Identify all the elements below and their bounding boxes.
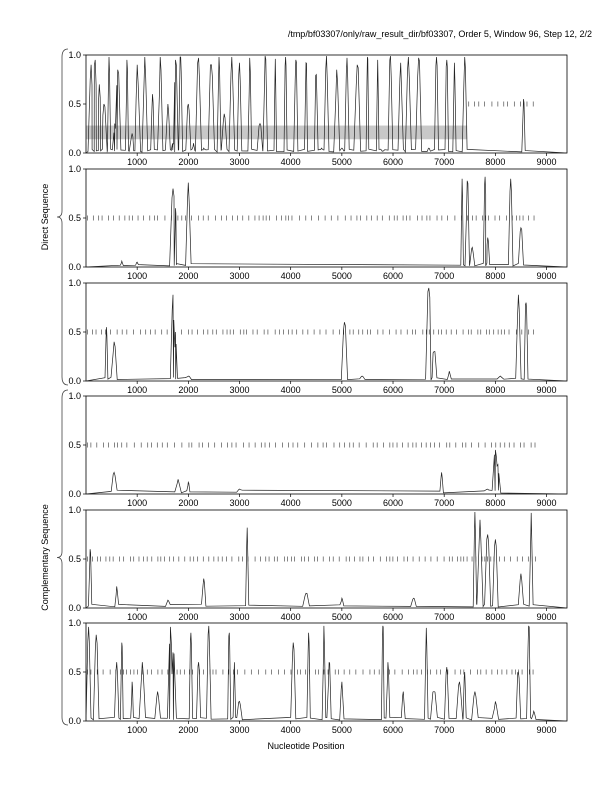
x-tick-label: 4000 [281, 498, 301, 508]
series-line [85, 449, 568, 495]
y-tick-label: 0.5 [68, 327, 81, 337]
panel-4: 0.0 0.5 1.0 1000 2000 3000 4000 5000 6000 7000 800… [68, 391, 568, 508]
y-tick-label: 1.0 [68, 164, 81, 174]
chart-header: /tmp/bf03307/only/raw_result_dir/bf03307… [287, 29, 592, 39]
x-tick-label: 6000 [383, 385, 403, 395]
x-tick-label: 6000 [383, 157, 403, 167]
x-tick-label: 4000 [281, 725, 301, 735]
x-tick-label: 7000 [434, 385, 454, 395]
y-tick-label: 1.0 [68, 505, 81, 515]
y-tick-label: 1.0 [68, 50, 81, 60]
x-tick-label: 6000 [383, 725, 403, 735]
y-tick-label: 0.5 [68, 213, 81, 223]
x-tick-label: 9000 [537, 271, 557, 281]
x-tick-label: 2000 [178, 498, 198, 508]
x-tick-label: 6000 [383, 612, 403, 622]
x-tick-label: 1000 [127, 157, 147, 167]
x-axis-title: Nucleotide Position [267, 741, 345, 751]
x-tick-label: 4000 [281, 612, 301, 622]
x-tick-label: 6000 [383, 271, 403, 281]
x-tick-label: 7000 [434, 157, 454, 167]
series-line [85, 176, 568, 268]
panel-6: 0.0 0.5 1.0 1000 2000 3000 4000 5000 6000 7000 800… [68, 618, 568, 735]
x-tick-label: 9000 [537, 612, 557, 622]
x-tick-label: 7000 [434, 498, 454, 508]
x-tick-label: 7000 [434, 725, 454, 735]
x-tick-label: 8000 [485, 725, 505, 735]
y-tick-label: 0.5 [68, 99, 81, 109]
x-tick-label: 3000 [229, 612, 249, 622]
y-tick-label: 0.0 [68, 262, 81, 272]
x-tick-label: 1000 [127, 498, 147, 508]
x-tick-label: 3000 [229, 157, 249, 167]
series-line [85, 511, 568, 609]
x-tick-label: 7000 [434, 612, 454, 622]
x-tick-label: 9000 [537, 725, 557, 735]
x-tick-label: 2000 [178, 385, 198, 395]
x-tick-label: 5000 [332, 498, 352, 508]
group-brace [56, 48, 69, 386]
y-tick-label: 0.0 [68, 148, 81, 158]
y-tick-label: 1.0 [68, 391, 81, 401]
x-tick-label: 2000 [178, 271, 198, 281]
x-tick-label: 3000 [229, 498, 249, 508]
x-tick-label: 5000 [332, 612, 352, 622]
x-tick-label: 7000 [434, 271, 454, 281]
x-tick-label: 6000 [383, 498, 403, 508]
y-tick-label: 0.0 [68, 603, 81, 613]
x-tick-label: 8000 [485, 498, 505, 508]
x-tick-label: 3000 [229, 725, 249, 735]
x-tick-label: 3000 [229, 271, 249, 281]
y-tick-label: 0.0 [68, 489, 81, 499]
panel-1: 0.0 0.5 1.0 1000 2000 3000 4000 5000 6000 7000 800… [68, 50, 568, 167]
x-tick-label: 8000 [485, 612, 505, 622]
group-brace [56, 389, 69, 726]
x-tick-label: 1000 [127, 271, 147, 281]
x-tick-label: 5000 [332, 385, 352, 395]
panel-frame [85, 282, 568, 382]
y-tick-label: 0.5 [68, 554, 81, 564]
group-label: Complementary Sequence [40, 504, 50, 611]
y-tick-label: 0.0 [68, 716, 81, 726]
x-tick-label: 9000 [537, 385, 557, 395]
x-tick-label: 8000 [485, 157, 505, 167]
x-tick-label: 4000 [281, 385, 301, 395]
panel-3: 0.0 0.5 1.0 1000 2000 3000 4000 5000 6000 7000 800… [68, 278, 568, 395]
x-tick-label: 4000 [281, 157, 301, 167]
x-tick-label: 5000 [332, 725, 352, 735]
x-tick-label: 1000 [127, 725, 147, 735]
x-tick-label: 2000 [178, 612, 198, 622]
y-tick-label: 1.0 [68, 278, 81, 288]
series-line [85, 625, 568, 722]
x-tick-label: 5000 [332, 157, 352, 167]
x-tick-label: 1000 [127, 385, 147, 395]
y-tick-label: 0.0 [68, 376, 81, 386]
panel-2: 0.0 0.5 1.0 1000 2000 3000 4000 5000 6000 7000 800… [68, 164, 568, 281]
y-tick-label: 0.5 [68, 440, 81, 450]
group-label: Direct Sequence [40, 184, 50, 251]
series-line [85, 55, 568, 154]
x-tick-label: 3000 [229, 385, 249, 395]
series-line [85, 287, 568, 382]
x-tick-label: 8000 [485, 271, 505, 281]
y-tick-label: 0.5 [68, 667, 81, 677]
x-tick-label: 2000 [178, 725, 198, 735]
panel-5: 0.0 0.5 1.0 1000 2000 3000 4000 5000 6000 7000 800… [68, 505, 568, 622]
y-tick-label: 1.0 [68, 618, 81, 628]
x-tick-label: 4000 [281, 271, 301, 281]
x-tick-label: 5000 [332, 271, 352, 281]
x-tick-label: 2000 [178, 157, 198, 167]
x-tick-label: 9000 [537, 498, 557, 508]
x-tick-label: 1000 [127, 612, 147, 622]
x-tick-label: 9000 [537, 157, 557, 167]
x-tick-label: 8000 [485, 385, 505, 395]
